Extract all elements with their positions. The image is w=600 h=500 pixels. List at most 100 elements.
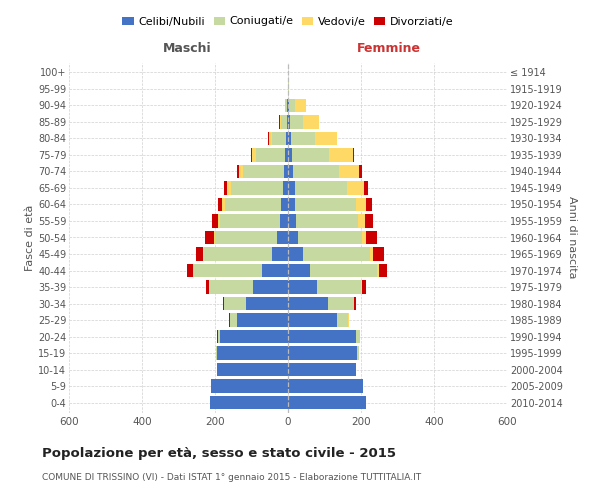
Bar — [302, 115, 319, 128]
Bar — [281, 198, 288, 211]
Bar — [193, 264, 262, 278]
Bar — [283, 181, 288, 194]
Y-axis label: Fasce di età: Fasce di età — [25, 204, 35, 270]
Bar — [209, 280, 253, 294]
Bar — [310, 264, 377, 278]
Bar — [317, 280, 361, 294]
Bar — [358, 214, 365, 228]
Bar — [277, 230, 288, 244]
Bar — [203, 247, 204, 261]
Bar — [246, 297, 288, 310]
Bar — [339, 164, 359, 178]
Bar — [288, 164, 293, 178]
Bar — [365, 214, 373, 228]
Bar — [367, 198, 372, 211]
Bar — [272, 247, 288, 261]
Bar — [362, 280, 366, 294]
Bar — [288, 297, 328, 310]
Bar — [292, 148, 329, 162]
Bar — [288, 115, 290, 128]
Bar — [289, 98, 295, 112]
Bar — [280, 214, 288, 228]
Bar — [227, 181, 232, 194]
Bar — [358, 346, 359, 360]
Bar — [216, 346, 217, 360]
Bar — [196, 247, 203, 261]
Bar — [293, 164, 339, 178]
Bar — [206, 280, 209, 294]
Bar — [329, 148, 353, 162]
Bar — [337, 314, 348, 327]
Bar — [367, 230, 377, 244]
Bar — [362, 230, 367, 244]
Bar — [291, 132, 314, 145]
Text: Popolazione per età, sesso e stato civile - 2015: Popolazione per età, sesso e stato civil… — [42, 448, 396, 460]
Bar — [295, 198, 356, 211]
Bar — [288, 181, 295, 194]
Bar — [272, 132, 286, 145]
Bar — [347, 181, 364, 194]
Bar — [288, 346, 358, 360]
Bar — [218, 214, 220, 228]
Bar — [225, 198, 281, 211]
Bar — [223, 297, 224, 310]
Bar — [298, 230, 362, 244]
Bar — [288, 380, 363, 393]
Bar — [302, 247, 370, 261]
Bar — [214, 230, 215, 244]
Text: Femmine: Femmine — [357, 42, 421, 56]
Bar — [285, 148, 288, 162]
Bar — [364, 181, 368, 194]
Bar — [224, 297, 246, 310]
Bar — [262, 264, 288, 278]
Bar — [370, 247, 373, 261]
Bar — [290, 115, 302, 128]
Bar — [280, 115, 281, 128]
Bar — [296, 214, 358, 228]
Bar — [281, 115, 287, 128]
Bar — [373, 247, 384, 261]
Bar — [212, 214, 218, 228]
Bar — [204, 247, 272, 261]
Bar — [288, 148, 292, 162]
Text: Maschi: Maschi — [163, 42, 212, 56]
Bar — [285, 98, 286, 112]
Bar — [295, 181, 347, 194]
Bar — [244, 164, 284, 178]
Bar — [288, 363, 356, 376]
Text: COMUNE DI TRISSINO (VI) - Dati ISTAT 1° gennaio 2015 - Elaborazione TUTTITALIA.I: COMUNE DI TRISSINO (VI) - Dati ISTAT 1° … — [42, 472, 421, 482]
Bar — [253, 280, 288, 294]
Bar — [218, 330, 220, 344]
Bar — [252, 148, 256, 162]
Bar — [377, 264, 379, 278]
Bar — [288, 98, 289, 112]
Bar — [284, 164, 288, 178]
Bar — [251, 148, 252, 162]
Bar — [359, 164, 362, 178]
Bar — [314, 132, 337, 145]
Bar — [288, 330, 356, 344]
Bar — [222, 198, 225, 211]
Bar — [224, 181, 227, 194]
Bar — [209, 396, 288, 409]
Bar — [328, 297, 354, 310]
Bar — [286, 98, 287, 112]
Bar — [288, 314, 337, 327]
Bar — [288, 82, 289, 96]
Bar — [256, 148, 285, 162]
Bar — [353, 148, 355, 162]
Bar — [288, 132, 291, 145]
Legend: Celibi/Nubili, Coniugati/e, Vedovi/e, Divorziati/e: Celibi/Nubili, Coniugati/e, Vedovi/e, Di… — [118, 12, 458, 31]
Bar — [237, 314, 288, 327]
Bar — [218, 198, 222, 211]
Bar — [269, 132, 272, 145]
Bar — [354, 297, 355, 310]
Bar — [288, 198, 295, 211]
Bar — [288, 247, 302, 261]
Bar — [217, 346, 288, 360]
Bar — [355, 297, 356, 310]
Bar — [288, 396, 367, 409]
Bar — [229, 314, 230, 327]
Bar — [288, 230, 298, 244]
Bar — [220, 214, 280, 228]
